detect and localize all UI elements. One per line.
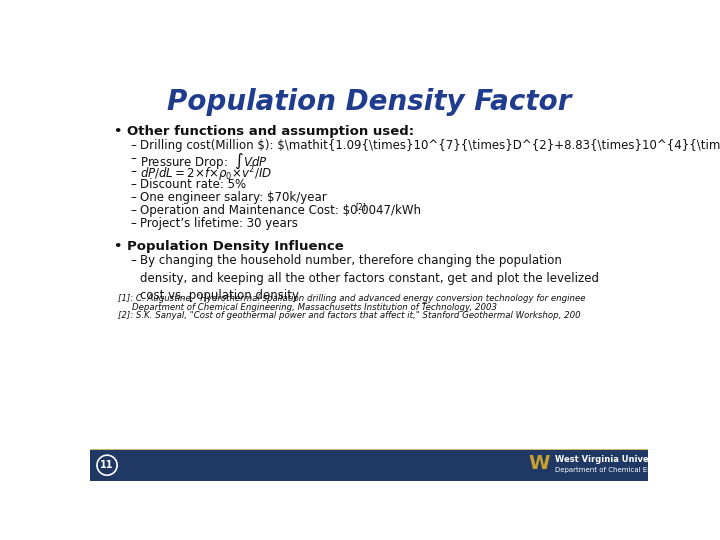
Text: 11: 11 <box>100 460 114 470</box>
Text: Department of Chemical Engineering, Massachusetts Institution of Technology, 200: Department of Chemical Engineering, Mass… <box>132 303 497 312</box>
Bar <box>90 450 648 481</box>
Text: [2]: S.K. Sanyal, "Cost of geothermal power and factors that affect it," Stanfor: [2]: S.K. Sanyal, "Cost of geothermal po… <box>118 311 580 320</box>
Text: Population Density Factor: Population Density Factor <box>167 88 571 116</box>
Text: Project’s lifetime: 30 years: Project’s lifetime: 30 years <box>140 217 297 230</box>
Text: Pressure Drop:  $\int VdP$: Pressure Drop: $\int VdP$ <box>140 152 267 171</box>
Text: –: – <box>130 178 136 191</box>
Text: [2]: [2] <box>355 202 366 211</box>
Text: W: W <box>528 454 550 473</box>
Text: [1]: C. Augustine, "Hydrothermal spallation drilling and advanced energy convers: [1]: C. Augustine, "Hydrothermal spallat… <box>118 294 585 303</box>
Text: –: – <box>130 217 136 230</box>
Text: –: – <box>130 165 136 178</box>
Text: –: – <box>130 191 136 204</box>
Text: •: • <box>113 125 122 138</box>
Text: West Virginia University: West Virginia University <box>555 455 670 463</box>
Text: –: – <box>130 152 136 165</box>
Text: •: • <box>113 240 122 253</box>
Text: $dP/dL=2{\times}f{\times}\rho_0{\times}v^2/ID$: $dP/dL=2{\times}f{\times}\rho_0{\times}v… <box>140 165 271 185</box>
Text: By changing the household number, therefore changing the population
density, and: By changing the household number, theref… <box>140 254 598 302</box>
Text: Operation and Maintenance Cost: $0.0047/kWh: Operation and Maintenance Cost: $0.0047/… <box>140 204 420 217</box>
Text: One engineer salary: $70k/year: One engineer salary: $70k/year <box>140 191 326 204</box>
Text: Other functions and assumption used:: Other functions and assumption used: <box>127 125 414 138</box>
Text: Discount rate: 5%: Discount rate: 5% <box>140 178 246 191</box>
Text: –: – <box>130 139 136 152</box>
Text: Drilling cost(Million $): $\mathit{1.09{\times}10^{7}{\times}D^{2}+8.83{\times}1: Drilling cost(Million $): $\mathit{1.09{… <box>140 139 720 152</box>
Text: –: – <box>130 204 136 217</box>
Text: –: – <box>130 254 136 267</box>
Text: Department of Chemical Engineering: Department of Chemical Engineering <box>555 467 685 473</box>
Text: Population Density Influence: Population Density Influence <box>127 240 344 253</box>
